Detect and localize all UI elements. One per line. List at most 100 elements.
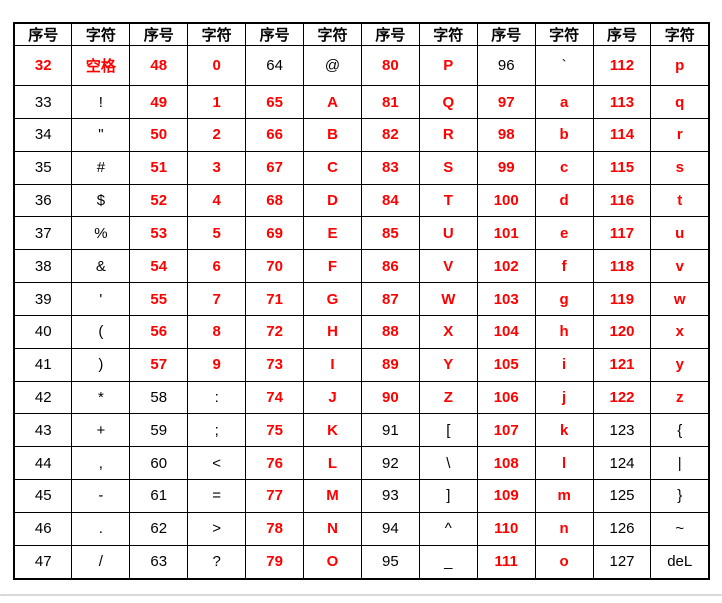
ascii-code-cell: 42 xyxy=(13,380,73,415)
ascii-code-cell: 95 xyxy=(360,544,420,580)
column-header-number: 序号 xyxy=(360,22,420,46)
ascii-char-cell: E xyxy=(303,216,362,251)
table-row: 34 " 50 2 66 B 82 R 98 b 114 r xyxy=(13,117,710,152)
ascii-code-cell: 66 xyxy=(245,117,305,152)
ascii-code-cell: 51 xyxy=(129,150,189,185)
table-row: 39 ' 55 7 71 G 87 W 103 g 119 w xyxy=(13,282,710,316)
table-row: 35 #51 3 67 C 83 S 99 c 115 s xyxy=(13,150,710,185)
table-row: 46. 62 >78 N 94 ^ 110 n 126 ~ xyxy=(13,511,710,546)
ascii-char-cell: ( xyxy=(71,314,131,349)
ascii-char-cell: < xyxy=(187,446,247,481)
ascii-char-cell: Z xyxy=(418,380,478,415)
ascii-code-cell: 85 xyxy=(360,216,420,251)
ascii-char-cell: ) xyxy=(71,347,131,382)
ascii-code-cell: 81 xyxy=(360,85,420,119)
table-row: 41) 57 9 73 I 89 Y 105 i 121 y xyxy=(13,347,710,382)
ascii-char-cell: N xyxy=(303,511,362,546)
ascii-char-cell: | xyxy=(650,446,710,481)
ascii-char-cell: > xyxy=(187,511,247,546)
ascii-code-cell: 109 xyxy=(476,479,536,513)
column-header-number: 序号 xyxy=(129,22,189,46)
ascii-code-cell: 102 xyxy=(476,249,536,284)
ascii-code-cell: 45 xyxy=(13,479,73,513)
ascii-char-cell: 4 xyxy=(187,183,247,218)
ascii-code-cell: 124 xyxy=(592,446,652,481)
ascii-char-cell: @ xyxy=(303,44,362,87)
ascii-char-cell: & xyxy=(71,249,131,284)
ascii-code-cell: 125 xyxy=(592,479,652,513)
ascii-code-cell: 104 xyxy=(476,314,536,349)
ascii-code-cell: 33 xyxy=(13,85,73,119)
ascii-code-cell: 64 xyxy=(245,44,305,87)
ascii-char-cell: = xyxy=(187,479,247,513)
ascii-char-cell: 2 xyxy=(187,117,247,152)
ascii-code-cell: 89 xyxy=(360,347,420,382)
ascii-code-cell: 108 xyxy=(476,446,536,481)
ascii-code-cell: 68 xyxy=(245,183,305,218)
column-header-char: 字符 xyxy=(187,22,247,46)
ascii-code-cell: 47 xyxy=(13,544,73,580)
ascii-char-cell: / xyxy=(71,544,131,580)
ascii-code-cell: 60 xyxy=(129,446,189,481)
ascii-char-cell: W xyxy=(418,282,478,316)
header-row: 序号 字符 序号 字符 序号 字符 序号 字符 序号 字符 序号 字符 xyxy=(13,22,710,46)
ascii-code-cell: 65 xyxy=(245,85,305,119)
ascii-code-cell: 67 xyxy=(245,150,305,185)
column-header-char: 字符 xyxy=(650,22,710,46)
ascii-char-cell: 7 xyxy=(187,282,247,316)
ascii-char-cell: : xyxy=(187,380,247,415)
ascii-code-cell: 101 xyxy=(476,216,536,251)
ascii-char-cell: 0 xyxy=(187,44,247,87)
ascii-char-cell: K xyxy=(303,413,362,448)
ascii-code-cell: 117 xyxy=(592,216,652,251)
ascii-char-cell: j xyxy=(534,380,594,415)
ascii-char-cell: { xyxy=(650,413,710,448)
ascii-code-cell: 96 xyxy=(476,44,536,87)
ascii-code-cell: 116 xyxy=(592,183,652,218)
table-row: 33! 49 1 65 A 81 Q 97 a 113 q xyxy=(13,85,710,119)
ascii-code-cell: 87 xyxy=(360,282,420,316)
table-row: 45-61 = 77 M 93] 109 m 125} xyxy=(13,479,710,513)
ascii-code-cell: 80 xyxy=(360,44,420,87)
window-bottom-edge xyxy=(0,594,722,596)
ascii-code-cell: 70 xyxy=(245,249,305,284)
ascii-code-cell: 83 xyxy=(360,150,420,185)
ascii-code-cell: 122 xyxy=(592,380,652,415)
ascii-char-cell: ` xyxy=(534,44,594,87)
ascii-char-cell: l xyxy=(534,446,594,481)
ascii-char-cell: deL xyxy=(650,544,710,580)
ascii-char-cell: ? xyxy=(187,544,247,580)
ascii-char-cell: ] xyxy=(418,479,478,513)
ascii-char-cell: \ xyxy=(418,446,478,481)
ascii-code-cell: 71 xyxy=(245,282,305,316)
ascii-char-cell: 1 xyxy=(187,85,247,119)
ascii-code-cell: 59 xyxy=(129,413,189,448)
ascii-char-cell: ; xyxy=(187,413,247,448)
ascii-code-cell: 34 xyxy=(13,117,73,152)
table-row: 38 & 54 6 70 F 86 V 102 f 118 v xyxy=(13,249,710,284)
ascii-char-cell: y xyxy=(650,347,710,382)
ascii-code-cell: 39 xyxy=(13,282,73,316)
ascii-code-cell: 107 xyxy=(476,413,536,448)
ascii-code-cell: 75 xyxy=(245,413,305,448)
ascii-code-cell: 88 xyxy=(360,314,420,349)
ascii-char-cell: n xyxy=(534,511,594,546)
ascii-code-cell: 36 xyxy=(13,183,73,218)
ascii-char-cell: 5 xyxy=(187,216,247,251)
ascii-char-cell: - xyxy=(71,479,131,513)
ascii-code-cell: 61 xyxy=(129,479,189,513)
ascii-char-cell: v xyxy=(650,249,710,284)
ascii-char-cell: 6 xyxy=(187,249,247,284)
ascii-code-cell: 103 xyxy=(476,282,536,316)
ascii-char-cell: t xyxy=(650,183,710,218)
ascii-char-cell: Y xyxy=(418,347,478,382)
ascii-char-cell: g xyxy=(534,282,594,316)
ascii-code-cell: 94 xyxy=(360,511,420,546)
ascii-char-cell: # xyxy=(71,150,131,185)
ascii-code-cell: 113 xyxy=(592,85,652,119)
ascii-code-cell: 99 xyxy=(476,150,536,185)
ascii-code-cell: 49 xyxy=(129,85,189,119)
ascii-code-cell: 92 xyxy=(360,446,420,481)
ascii-code-cell: 55 xyxy=(129,282,189,316)
ascii-char-cell: d xyxy=(534,183,594,218)
